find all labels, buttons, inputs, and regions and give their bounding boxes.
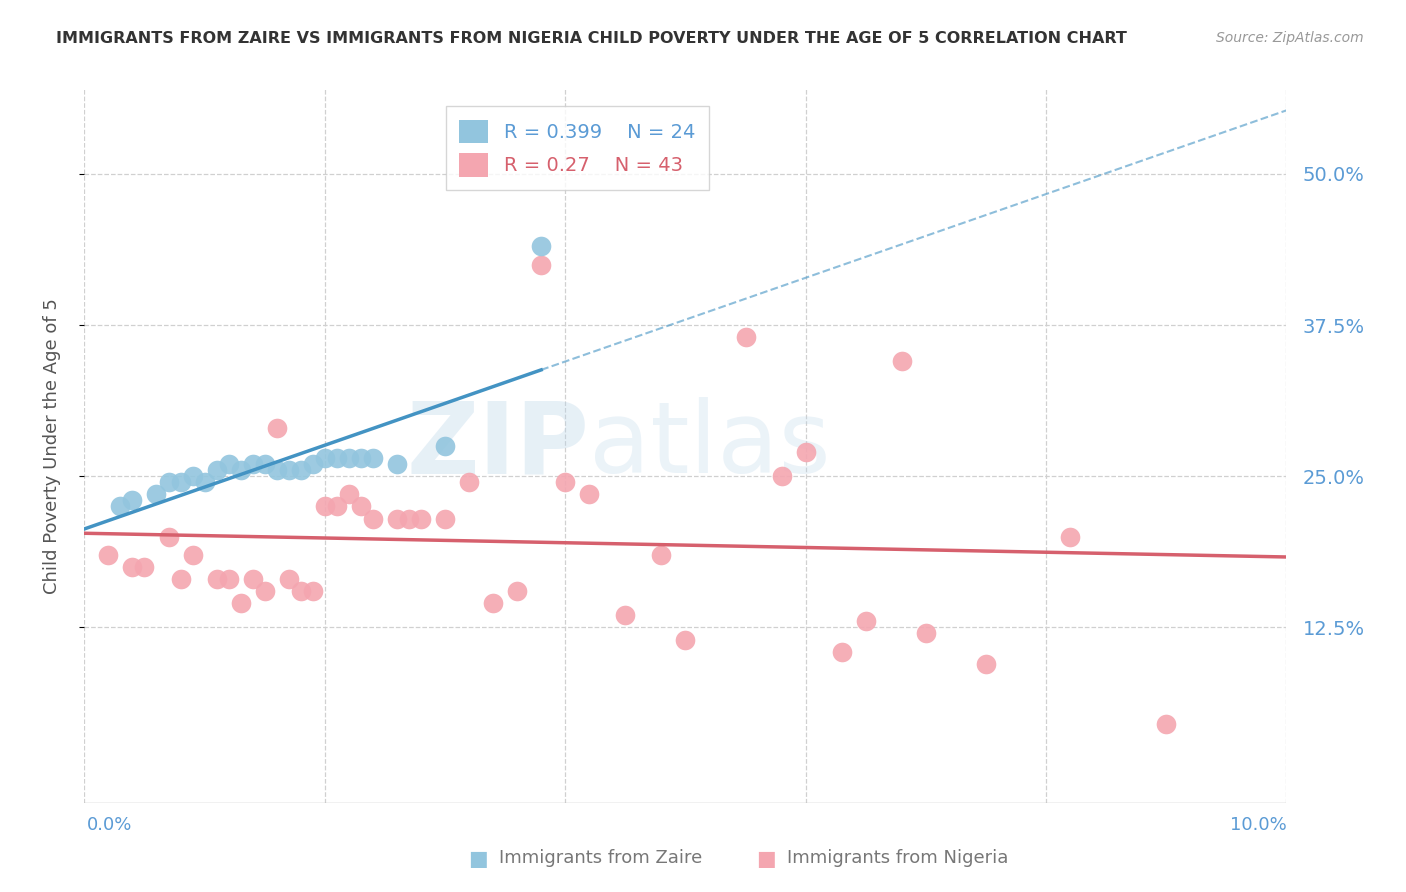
Point — [770, 469, 793, 483]
Point — [650, 548, 672, 562]
Point — [277, 572, 299, 586]
Point — [169, 572, 191, 586]
Point — [301, 457, 323, 471]
Point — [301, 584, 323, 599]
Point — [398, 511, 420, 525]
Point — [242, 572, 264, 586]
Point — [337, 451, 360, 466]
Point — [266, 421, 288, 435]
Point — [385, 511, 408, 525]
Point — [145, 487, 167, 501]
Point — [218, 457, 240, 471]
Point — [290, 584, 312, 599]
Point — [181, 548, 204, 562]
Point — [326, 500, 349, 514]
Point — [350, 451, 373, 466]
Text: 0.0%: 0.0% — [87, 816, 132, 834]
Point — [458, 475, 481, 490]
Point — [1156, 717, 1178, 731]
Point — [326, 451, 349, 466]
Point — [97, 548, 120, 562]
Point — [409, 511, 432, 525]
Text: atlas: atlas — [589, 398, 831, 494]
Point — [277, 463, 299, 477]
Point — [831, 645, 853, 659]
Point — [675, 632, 697, 647]
Point — [890, 354, 912, 368]
Point — [253, 584, 276, 599]
Point — [314, 451, 336, 466]
Point — [385, 457, 408, 471]
Text: IMMIGRANTS FROM ZAIRE VS IMMIGRANTS FROM NIGERIA CHILD POVERTY UNDER THE AGE OF : IMMIGRANTS FROM ZAIRE VS IMMIGRANTS FROM… — [56, 31, 1128, 46]
Point — [734, 330, 756, 344]
Point — [578, 487, 600, 501]
Point — [157, 475, 180, 490]
Point — [218, 572, 240, 586]
Point — [554, 475, 576, 490]
Point — [121, 493, 143, 508]
Point — [205, 572, 228, 586]
Point — [530, 258, 553, 272]
Text: 10.0%: 10.0% — [1230, 816, 1286, 834]
Point — [134, 560, 156, 574]
Point — [229, 463, 252, 477]
Point — [253, 457, 276, 471]
Point — [530, 239, 553, 253]
Point — [242, 457, 264, 471]
Point — [169, 475, 191, 490]
Point — [974, 657, 997, 671]
Point — [314, 500, 336, 514]
Point — [290, 463, 312, 477]
Point — [337, 487, 360, 501]
Point — [266, 463, 288, 477]
Point — [614, 608, 637, 623]
Point — [1059, 530, 1081, 544]
Point — [205, 463, 228, 477]
Point — [434, 439, 457, 453]
Y-axis label: Child Poverty Under the Age of 5: Child Poverty Under the Age of 5 — [42, 298, 60, 594]
Point — [434, 511, 457, 525]
Text: ZIP: ZIP — [406, 398, 589, 494]
Point — [110, 500, 132, 514]
Point — [361, 511, 384, 525]
Point — [181, 469, 204, 483]
Point — [194, 475, 217, 490]
Point — [229, 596, 252, 610]
Point — [794, 445, 817, 459]
Point — [121, 560, 143, 574]
Legend: R = 0.399    N = 24, R = 0.27    N = 43: R = 0.399 N = 24, R = 0.27 N = 43 — [446, 106, 709, 191]
Point — [855, 615, 877, 629]
Text: ■: ■ — [468, 849, 488, 869]
Text: Immigrants from Zaire: Immigrants from Zaire — [499, 849, 703, 867]
Point — [350, 500, 373, 514]
Point — [157, 530, 180, 544]
Point — [482, 596, 505, 610]
Text: Immigrants from Nigeria: Immigrants from Nigeria — [787, 849, 1008, 867]
Text: Source: ZipAtlas.com: Source: ZipAtlas.com — [1216, 31, 1364, 45]
Text: ■: ■ — [756, 849, 776, 869]
Point — [506, 584, 529, 599]
Point — [361, 451, 384, 466]
Point — [915, 626, 938, 640]
